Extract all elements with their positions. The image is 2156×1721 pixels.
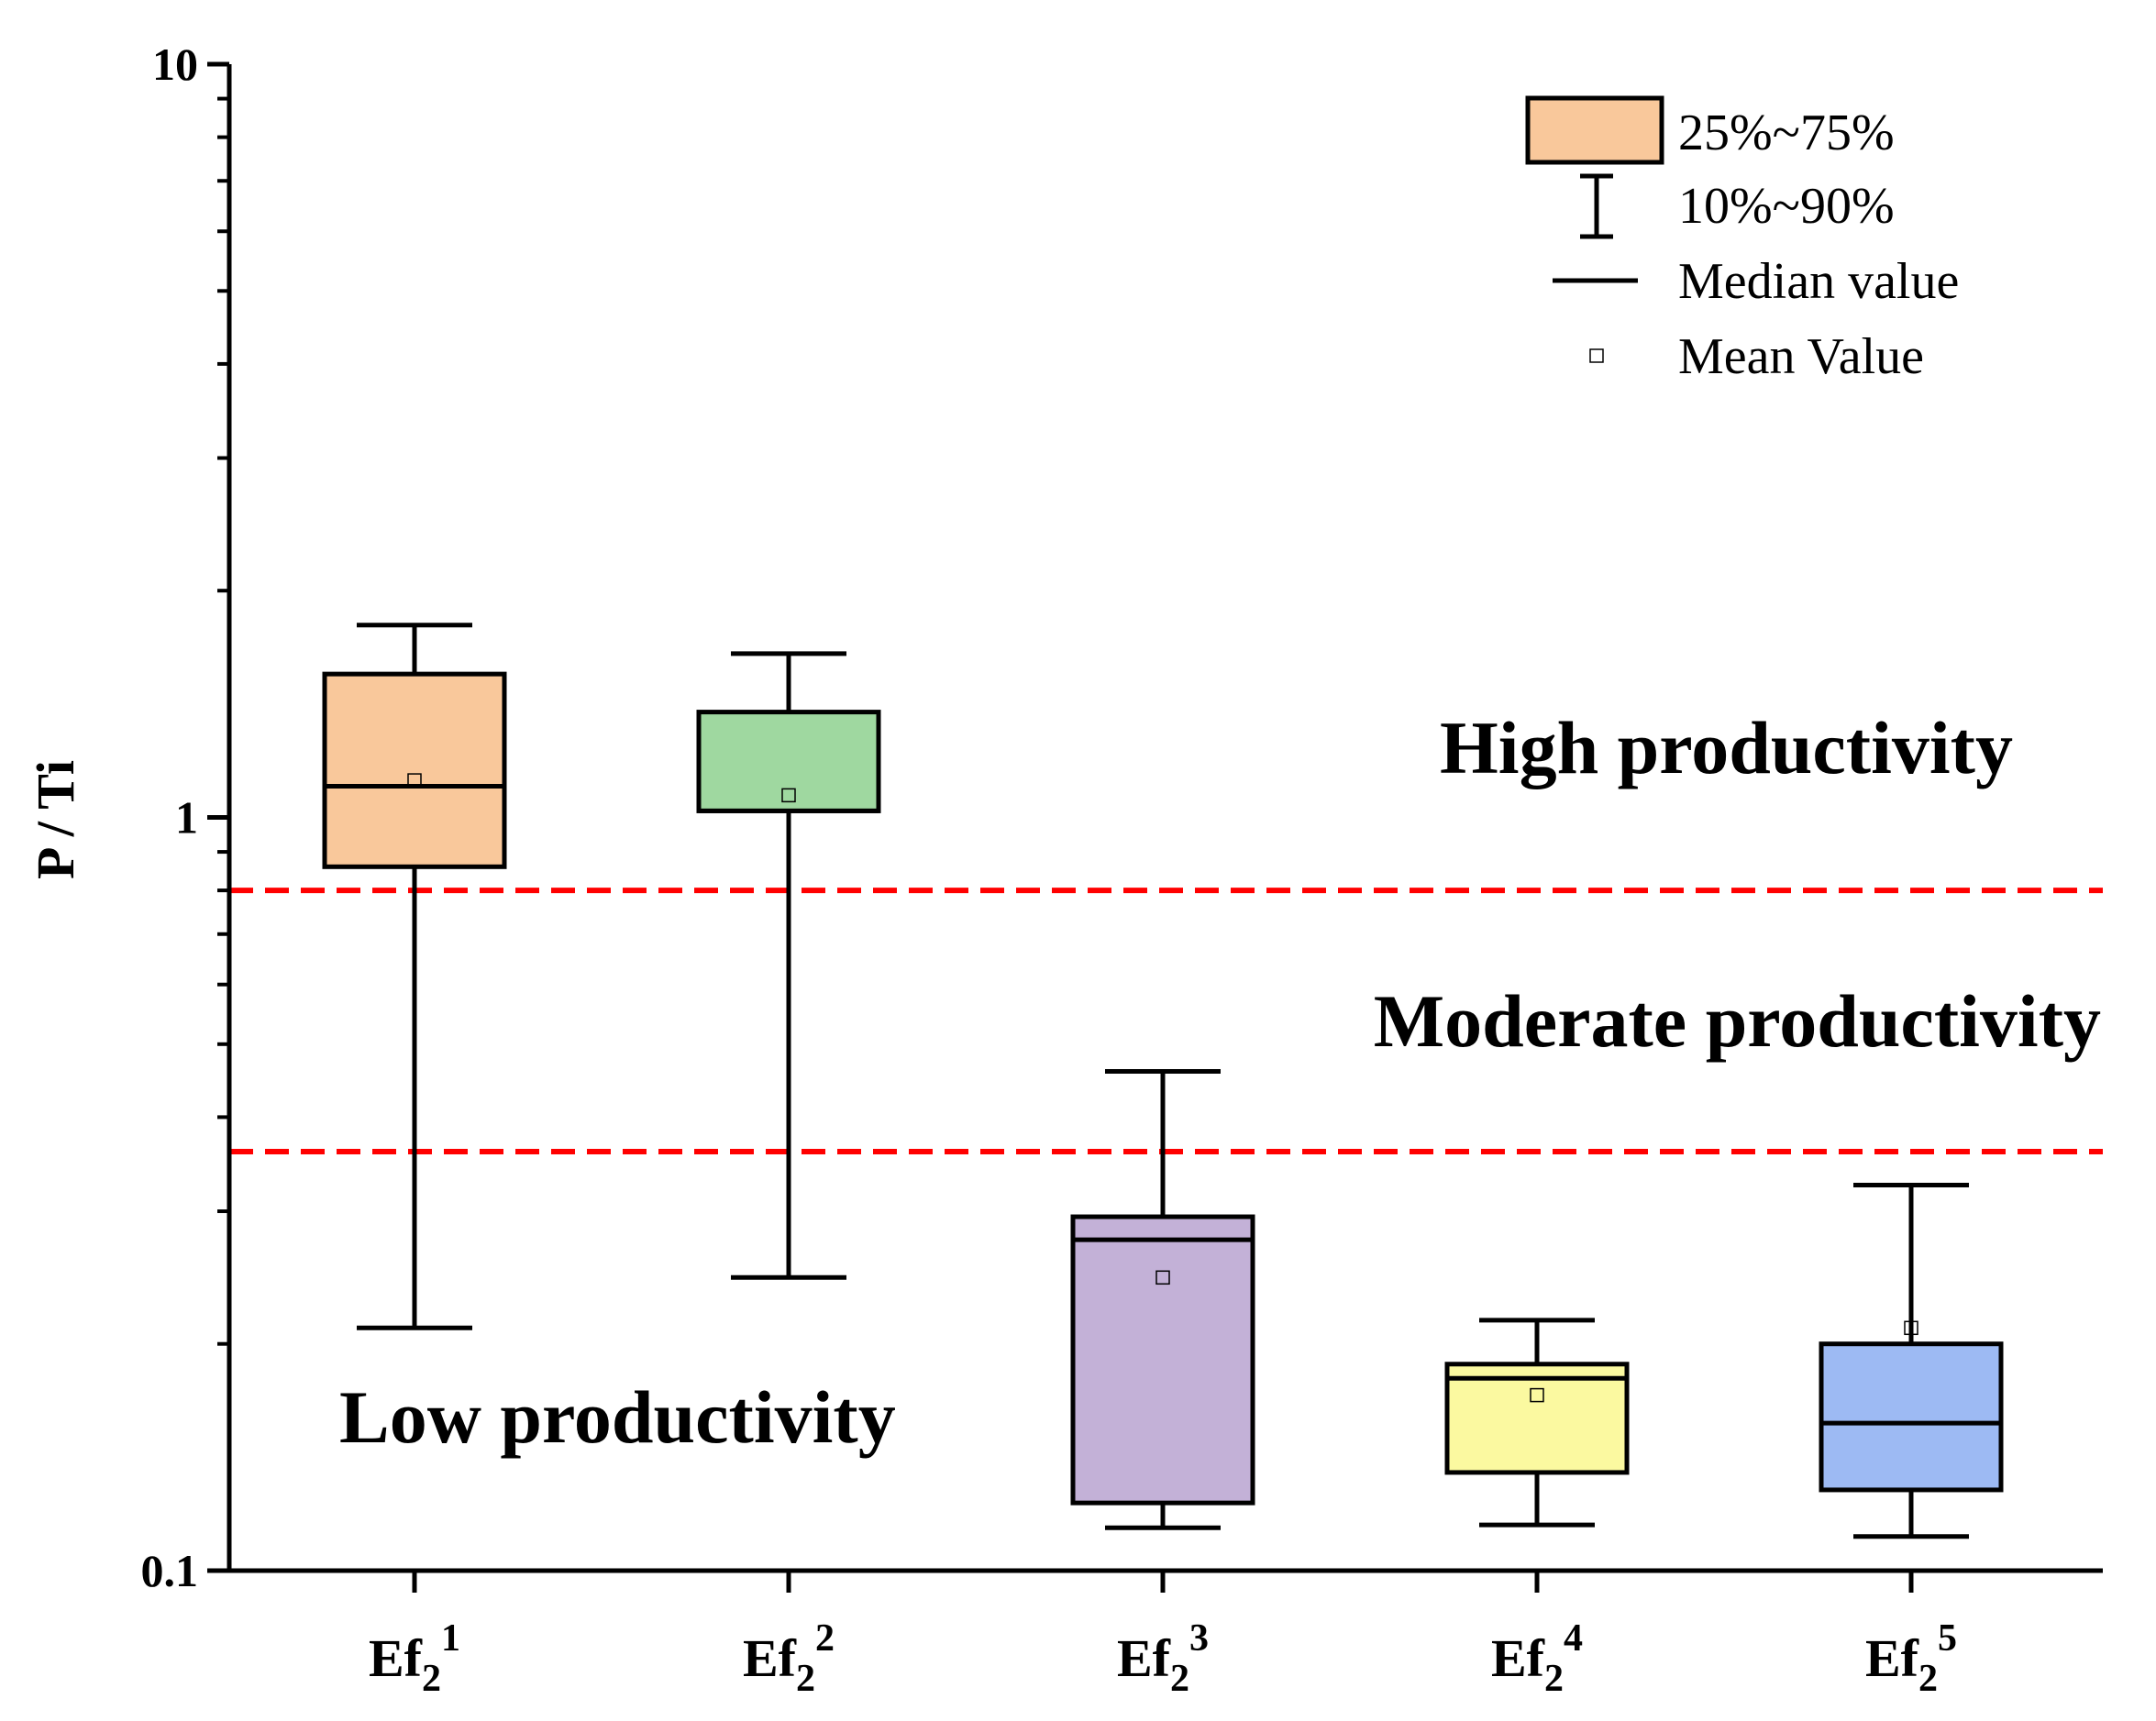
y-axis-title: P / Ti	[26, 760, 85, 879]
y-tick-label: 10	[152, 39, 198, 90]
y-ticks: 10 1 0.1	[141, 39, 229, 1596]
legend-mean-symbol	[1589, 348, 1604, 363]
box-group-5	[1819, 1182, 2004, 1539]
y-tick-label: 0.1	[141, 1545, 199, 1596]
box-group-2	[696, 651, 881, 1280]
x-tick-label: Ef21	[369, 1617, 460, 1700]
legend-box-swatch	[1525, 95, 1664, 165]
x-tick-label: Ef23	[1117, 1617, 1209, 1700]
iqr-box	[1444, 1362, 1630, 1475]
x-tick-label: Ef24	[1491, 1617, 1583, 1700]
x-tick-label: Ef25	[1865, 1617, 1957, 1700]
x-tick-label: Ef22	[743, 1617, 835, 1700]
box-series	[322, 623, 2004, 1539]
mean-marker	[1904, 1320, 1918, 1336]
legend: 25%~75% 10%~90% Median value Mean Value	[1525, 95, 1959, 385]
mean-marker	[781, 788, 796, 803]
iqr-box	[1070, 1214, 1255, 1506]
legend-label-iqr: 25%~75%	[1678, 105, 1895, 161]
region-label-high: High productivity	[1440, 706, 2013, 789]
box-group-4	[1444, 1318, 1630, 1528]
legend-whisker-symbol	[1580, 173, 1613, 239]
box-group-3	[1070, 1069, 1255, 1530]
x-ticks: Ef21 Ef22 Ef23 Ef24 Ef25	[369, 1571, 1957, 1700]
legend-label-median: Median value	[1678, 253, 1959, 310]
y-tick-label: 1	[175, 792, 198, 844]
mean-marker	[1155, 1270, 1170, 1285]
region-label-moderate: Moderate productivity	[1374, 979, 2101, 1063]
mean-marker	[1530, 1387, 1544, 1403]
iqr-box	[696, 710, 881, 813]
mean-marker	[407, 773, 422, 788]
iqr-box	[322, 671, 507, 869]
region-label-low: Low productivity	[339, 1375, 896, 1459]
box-group-1	[322, 623, 507, 1330]
legend-label-mean: Mean Value	[1678, 328, 1924, 385]
iqr-box	[1819, 1341, 2004, 1493]
legend-label-whisker: 10%~90%	[1678, 178, 1895, 235]
